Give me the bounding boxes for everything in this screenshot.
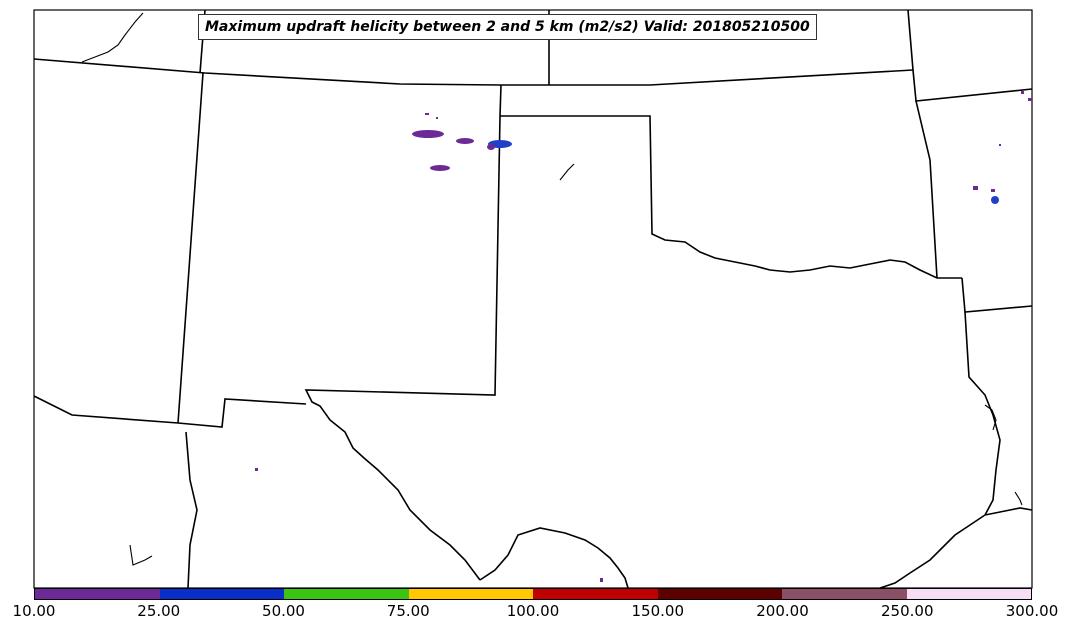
map-frame	[33, 9, 1033, 589]
colorbar-tick-label: 300.00	[1005, 602, 1059, 620]
iowa-missouri-border	[907, 9, 1033, 102]
storm-cell-purple	[412, 130, 444, 138]
kansas-colorado-north-border	[33, 58, 914, 86]
storm-cell-purple	[430, 165, 450, 171]
texas-louisiana-border	[964, 311, 1001, 516]
coastlines	[81, 12, 1023, 566]
storm-cell-purple	[255, 468, 258, 471]
arizona-nm-border	[185, 431, 198, 589]
great-salt-lake-shore	[81, 12, 144, 63]
storm-cell-purple	[456, 138, 474, 144]
storm-cell-purple	[436, 117, 438, 119]
colorbar-segment	[657, 589, 782, 599]
storm-cell-purple	[999, 144, 1001, 146]
colorbar-tick-label: 75.00	[386, 602, 430, 620]
colorbar-segment	[284, 589, 409, 599]
colorbar-segment	[782, 589, 907, 599]
storm-cell-purple	[973, 186, 978, 190]
state-boundaries	[33, 9, 1033, 589]
colorbar	[34, 588, 1032, 600]
storm-cell-purple	[991, 189, 995, 192]
storm-cell-purple	[487, 144, 495, 150]
colorbar-segment	[159, 589, 284, 599]
texas-gulf-coast	[879, 514, 986, 589]
colorbar-segment	[906, 589, 1031, 599]
map-title: Maximum updraft helicity between 2 and 5…	[198, 14, 817, 40]
colorbar-tick-label: 150.00	[631, 602, 685, 620]
colorbar-tick-label: 200.00	[756, 602, 809, 620]
storm-cell-purple	[1028, 98, 1032, 101]
colorbar-segment	[408, 589, 533, 599]
colorbar-segment	[533, 589, 658, 599]
colorbar-tick-label: 100.00	[506, 602, 560, 620]
colorbar-segment	[35, 589, 160, 599]
nm-south-border	[33, 395, 307, 428]
missouri-kansas-border	[915, 100, 938, 279]
storm-cell-blue	[991, 196, 999, 204]
storm-cell-purple	[1021, 91, 1024, 94]
reservoir-outline	[129, 544, 153, 566]
colorado-nm-west-border	[177, 72, 204, 424]
louisiana-coast	[984, 507, 1033, 516]
storm-cell-purple	[425, 113, 429, 115]
helicity-cells	[255, 91, 1032, 582]
lake-outline-east	[984, 404, 997, 431]
colorbar-tick-label: 10.00	[12, 602, 56, 620]
bay-outline	[1014, 491, 1023, 506]
texas-rio-grande	[479, 527, 629, 589]
colorbar-tick-label: 25.00	[137, 602, 181, 620]
storm-cell-purple	[600, 578, 603, 582]
lake-outline	[559, 163, 575, 181]
colorbar-tick-label: 250.00	[881, 602, 934, 620]
texas-west-border	[304, 84, 502, 581]
colorbar-tick-label: 50.00	[262, 602, 305, 620]
oklahoma-texas-red-river	[500, 115, 962, 279]
